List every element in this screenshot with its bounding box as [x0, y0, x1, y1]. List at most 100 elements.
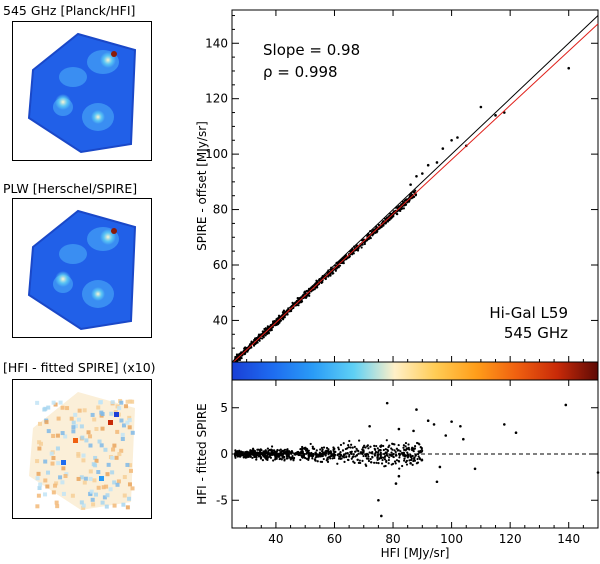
residual-pixel — [56, 416, 61, 421]
residual-point — [350, 457, 353, 460]
residual-pixel — [91, 502, 96, 507]
residual-point — [371, 450, 374, 454]
residual-point — [358, 459, 361, 462]
residual-pixel — [127, 418, 132, 423]
residual-point — [314, 451, 317, 454]
residual-pixel — [94, 427, 99, 432]
residual-point — [417, 455, 420, 458]
residual-point — [391, 442, 394, 445]
residual-point — [418, 457, 422, 461]
residual-pixel — [130, 486, 135, 491]
residual-point — [340, 457, 343, 460]
residual-pixel — [102, 495, 107, 500]
residual-point — [394, 462, 397, 465]
residual-pixel — [88, 443, 93, 448]
residual-pixel — [100, 412, 105, 417]
scatter-point — [374, 231, 377, 234]
residual-point — [303, 447, 307, 451]
residual-point — [412, 429, 415, 433]
bottom-y-axis-label: HFI - fitted SPIRE — [195, 403, 209, 505]
residual-point — [402, 451, 405, 454]
residual-point — [380, 456, 383, 460]
residual-pixel — [90, 412, 95, 417]
residual-point — [403, 448, 406, 451]
residual-point — [328, 455, 331, 458]
residual-point — [343, 453, 346, 456]
residual-point — [407, 453, 410, 457]
scatter-point — [400, 207, 403, 211]
residual-pixel — [100, 426, 105, 431]
residual-point — [238, 451, 241, 454]
residual-pixel — [54, 481, 59, 486]
residual-point — [318, 454, 322, 457]
residual-point — [396, 449, 399, 452]
scatter-point — [341, 261, 344, 265]
residual-point — [319, 448, 322, 451]
scatter-point — [342, 262, 345, 265]
residual-point — [279, 451, 282, 454]
rho-annotation: ρ = 0.998 — [263, 63, 338, 81]
residual-pixel — [86, 430, 91, 435]
residual-pixel — [114, 455, 119, 460]
residual-pixel — [104, 484, 109, 489]
residual-pixel — [106, 462, 111, 467]
scatter-point — [397, 206, 400, 209]
residual-pixel — [35, 504, 40, 509]
residual-point — [411, 463, 414, 466]
scatter-point — [240, 357, 243, 360]
residual-specks — [35, 398, 135, 510]
residual-point — [311, 447, 314, 450]
residual-point — [305, 457, 308, 460]
residual-point — [246, 453, 249, 457]
residual-point — [394, 450, 397, 454]
residual-point — [373, 461, 376, 464]
scatter-point — [363, 242, 366, 246]
bottom-y-tick-label: 0 — [220, 447, 228, 461]
residual-point — [338, 455, 341, 458]
scatter-point — [281, 318, 285, 321]
residual-point — [234, 451, 238, 454]
residual-point — [362, 454, 365, 458]
residual-point — [385, 439, 388, 442]
residual-point — [404, 461, 408, 464]
residual-point — [326, 460, 330, 464]
residual-pixel — [45, 484, 50, 489]
residual-point — [252, 449, 256, 452]
residual-point — [378, 449, 381, 452]
scatter-point — [387, 219, 390, 222]
residual-point — [314, 453, 317, 456]
residual-point — [242, 456, 245, 459]
residual-point — [412, 449, 415, 453]
scatter-point — [334, 269, 337, 272]
residual-point — [357, 449, 360, 453]
residual-pixel — [89, 489, 94, 494]
residual-point — [366, 453, 370, 456]
residual-point — [385, 459, 388, 462]
scatter-point — [376, 230, 379, 233]
residual-pixel — [104, 504, 109, 509]
scatter-point — [308, 294, 311, 297]
residual-point — [354, 450, 357, 453]
map-residual-image — [29, 392, 135, 510]
residual-pixel — [51, 490, 56, 495]
residual-pixel — [73, 412, 78, 417]
residual-point — [364, 446, 367, 449]
residual-point — [302, 455, 306, 459]
residual-pixel — [43, 459, 48, 464]
residual-point — [332, 448, 335, 451]
residual-point — [406, 456, 409, 459]
residual-point — [244, 451, 247, 454]
residual-point — [403, 457, 406, 460]
residual-point — [377, 453, 380, 456]
residual-point — [450, 420, 453, 423]
residual-point — [376, 456, 379, 460]
top-y-tick-label: 40 — [213, 313, 228, 327]
residual-point — [288, 450, 291, 453]
scatter-point — [235, 359, 239, 362]
bottom-y-tick-label: -5 — [216, 493, 228, 507]
map-spire-image — [27, 209, 137, 331]
residual-point — [307, 457, 310, 460]
residual-pixel — [79, 424, 84, 429]
residual-pixel — [60, 431, 65, 436]
residual-point — [342, 442, 345, 445]
